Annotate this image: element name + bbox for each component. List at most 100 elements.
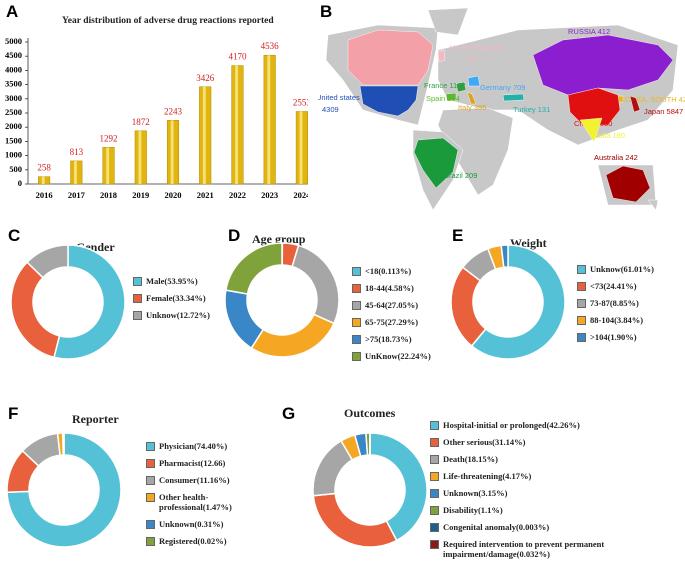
legend-label: >75(18.73%): [365, 334, 412, 344]
legend-label: 18-44(4.58%): [365, 283, 414, 293]
legend-label: Other serious(31.14%): [443, 437, 526, 447]
donut-slice: [470, 244, 566, 360]
legend-item: 65-75(27.29%): [352, 317, 477, 327]
legend-item: Unknown(0.31%): [146, 519, 271, 529]
country: [437, 49, 446, 63]
donut-chart: [10, 244, 126, 360]
country-label: United Kingdom 956: [450, 43, 503, 64]
legend-item: Death(18.15%): [430, 454, 660, 464]
legend-item: Other health-professional(1.47%): [146, 492, 271, 512]
x-tick-label: 2019: [132, 190, 149, 200]
legend-swatch: [352, 335, 361, 344]
x-tick-label: 2016: [36, 190, 53, 200]
data-label: 2553: [293, 98, 308, 108]
data-label: 1292: [100, 133, 118, 143]
country-name: United Kingdom: [450, 43, 503, 52]
y-tick-label: 3000: [5, 93, 22, 103]
legend-item: 73-87(8.85%): [577, 298, 685, 308]
country-value: 209: [465, 171, 478, 180]
country: [532, 34, 674, 96]
country-value: 614: [447, 94, 460, 103]
legend-swatch: [430, 472, 439, 481]
x-tick-label: 2024: [293, 190, 308, 200]
legend-label: Unknown(3.15%): [443, 488, 508, 498]
legend-swatch: [352, 318, 361, 327]
x-tick-label: 2017: [68, 190, 86, 200]
country-label: United states 4309: [318, 93, 360, 114]
country-value: 243: [404, 43, 417, 52]
legend-swatch: [430, 438, 439, 447]
legend-item: Unknow(61.01%): [577, 264, 685, 274]
legend-swatch: [146, 520, 155, 529]
legend-swatch: [577, 282, 586, 291]
legend-item: Physician(74.40%): [146, 441, 271, 451]
country-name: Italy: [458, 103, 472, 112]
legend-swatch: [430, 489, 439, 498]
legend-label: Other health-professional(1.47%): [159, 492, 232, 512]
legend-label: Required intervention to prevent permane…: [443, 539, 605, 559]
legend-label: 88-104(3.84%): [590, 315, 644, 325]
legend-label: 65-75(27.29%): [365, 317, 419, 327]
donut-chart: [224, 242, 340, 358]
legend-swatch: [146, 493, 155, 502]
legend-label: Disability(1.1%): [443, 505, 503, 515]
donut-slice: [500, 244, 509, 269]
country: [466, 91, 477, 105]
legend-label: Congenital anomaly(0.003%): [443, 522, 550, 532]
legend-swatch: [352, 301, 361, 310]
panel-letter: B: [320, 2, 333, 21]
country: [413, 137, 459, 189]
country-label: India 160: [594, 131, 625, 140]
panel-letter: D: [228, 226, 241, 245]
x-tick-label: 2023: [261, 190, 278, 200]
country: [629, 95, 641, 113]
legend-swatch: [577, 299, 586, 308]
donut-slice: [53, 244, 126, 360]
legend-label: Unknow(12.72%): [146, 310, 210, 320]
country: [467, 75, 481, 87]
legend-item: Pharmacist(12.66): [146, 458, 271, 468]
y-tick-label: 4500: [5, 50, 22, 60]
y-tick-label: 4000: [5, 64, 22, 74]
legend-item: Congenital anomaly(0.003%): [430, 522, 660, 532]
legend-label: Physician(74.40%): [159, 441, 228, 451]
data-label: 4536: [261, 41, 280, 51]
data-label: 258: [37, 163, 51, 173]
country-name: Brazil: [444, 171, 463, 180]
legend-label: Life-threatening(4.17%): [443, 471, 532, 481]
country: [605, 165, 651, 203]
donut-chart: [312, 432, 428, 548]
country: [502, 93, 525, 102]
country-label: Germany 709: [480, 83, 525, 92]
legend: Male(53.95%) Female(33.34%) Unknow(12.72%): [133, 276, 258, 327]
legend: Hospital-initial or prolonged(42.26%) Oth…: [430, 420, 660, 566]
country-value: 160: [612, 131, 625, 140]
y-tick-label: 0: [18, 178, 22, 188]
donut-slice: [369, 432, 428, 542]
donut-chart: [6, 432, 122, 548]
donut-slice: [250, 313, 335, 358]
legend-swatch: [352, 267, 361, 276]
donut-slice: [26, 244, 69, 279]
country-value: 5847: [667, 107, 684, 116]
legend-item: 45-64(27.05%): [352, 300, 477, 310]
legend-item: <18(0.113%): [352, 266, 477, 276]
legend-label: <73(24.41%): [590, 281, 637, 291]
country-name: Germany: [480, 83, 511, 92]
panel-letter: F: [8, 404, 19, 423]
legend-item: UnKnow(22.24%): [352, 351, 477, 361]
legend-item: Disability(1.1%): [430, 505, 660, 515]
legend-swatch: [430, 540, 439, 549]
country-name: India: [594, 131, 611, 140]
legend-item: <73(24.41%): [577, 281, 685, 291]
legend: Physician(74.40%) Pharmacist(12.66) Consum…: [146, 441, 271, 553]
y-tick-label: 2000: [5, 121, 22, 131]
country-value: 412: [598, 27, 611, 36]
data-label: 3426: [196, 73, 215, 83]
donut-slice: [224, 242, 283, 295]
legend-item: Registered(0.02%): [146, 536, 271, 546]
panel-letter: E: [452, 226, 464, 245]
chart-title: Age group: [252, 232, 306, 246]
country-label: KOREA, SOUTH 429: [620, 95, 685, 104]
legend-swatch: [146, 476, 155, 485]
